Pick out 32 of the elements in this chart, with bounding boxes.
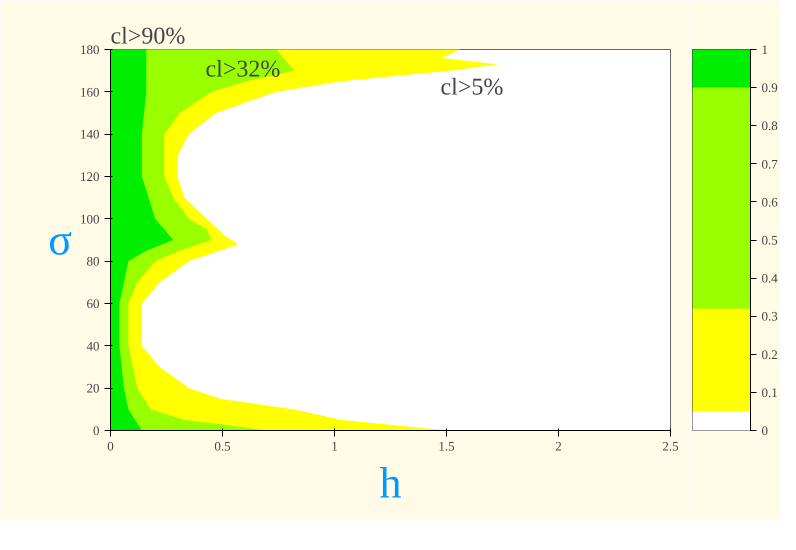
x-axis-title: h <box>380 458 402 508</box>
y-tick-label: 0 <box>93 423 100 438</box>
x-tick-label: 2.5 <box>662 438 679 454</box>
x-tick-label: 0 <box>107 438 114 454</box>
y-tick-label: 140 <box>80 126 100 142</box>
y-tick-label: 20 <box>86 380 100 396</box>
y-axis-title: σ <box>48 216 72 264</box>
y-tick-label: 60 <box>86 296 100 311</box>
y-tick-label: 0.3 <box>762 308 778 324</box>
y-tick-label: 0.6 <box>762 194 778 210</box>
annotation: cl>32% <box>206 56 280 82</box>
y-tick-label: 160 <box>80 84 100 100</box>
x-tick-label: 0.5 <box>214 438 231 454</box>
y-tick-label: 120 <box>80 169 100 184</box>
y-tick-label: 0.1 <box>762 384 778 400</box>
y-tick-label: 80 <box>86 254 100 269</box>
y-tick-label: 0.2 <box>762 346 778 362</box>
annotation: cl>5% <box>440 74 504 100</box>
x-tick-label: 1.5 <box>438 438 455 454</box>
y-tick-label: 100 <box>80 211 100 226</box>
y-tick-label: 0.4 <box>762 270 778 286</box>
y-tick-label: 0 <box>762 423 768 438</box>
y-tick-label: 180 <box>80 42 100 57</box>
y-tick-label: 0.9 <box>762 80 778 96</box>
y-tick-label: 0.7 <box>762 156 778 172</box>
y-tick-label: 1 <box>762 42 768 57</box>
x-tick-label: 2 <box>555 438 562 454</box>
y-tick-label: 0.5 <box>762 232 778 248</box>
annotation: cl>90% <box>110 24 186 50</box>
x-tick-label: 1 <box>331 438 338 454</box>
y-tick-label: 0.8 <box>762 118 778 134</box>
y-tick-label: 40 <box>86 338 100 354</box>
